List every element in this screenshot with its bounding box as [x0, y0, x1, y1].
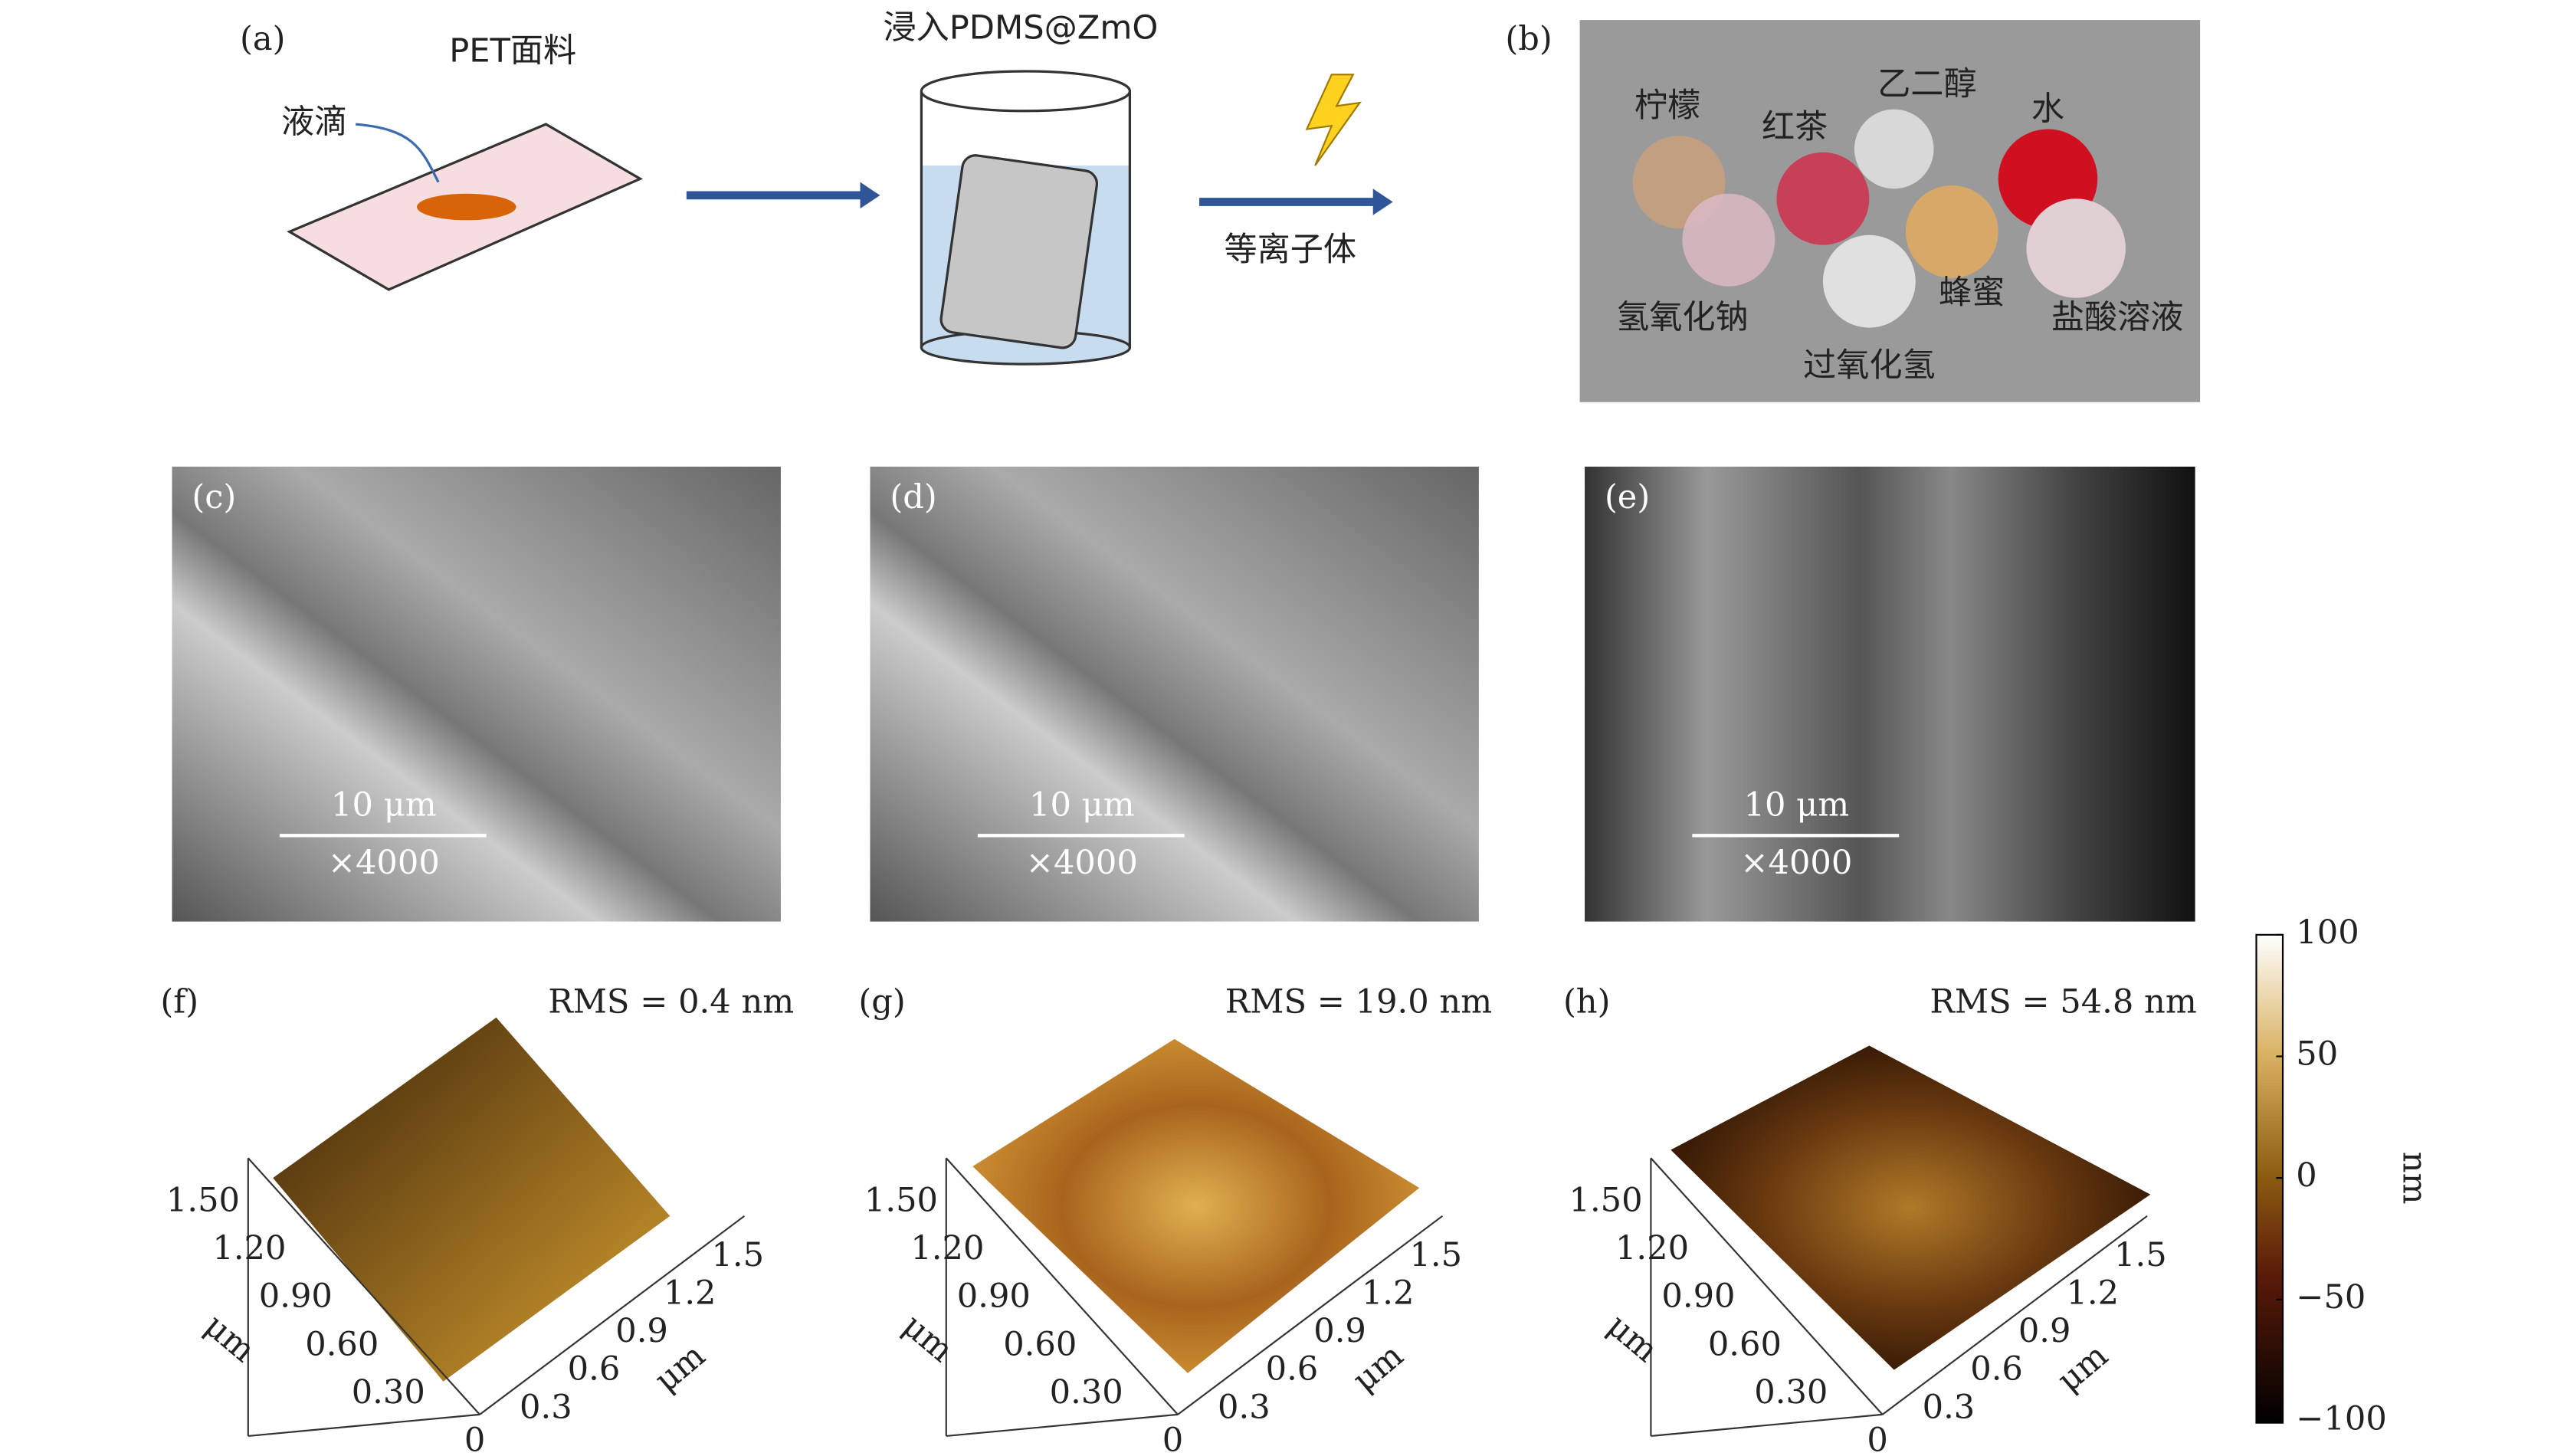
- x-tick-label: 1.5: [1409, 1236, 1462, 1274]
- liquid-label: 水: [2031, 90, 2064, 128]
- panel-label: (c): [192, 478, 236, 516]
- liquid-label: 乙二醇: [1877, 65, 1976, 103]
- afm-surface: [1671, 1045, 2151, 1370]
- label: PET面料: [449, 32, 576, 71]
- beaker-rim: [920, 70, 1132, 113]
- x-tick-label: 0.9: [2018, 1312, 2071, 1350]
- y-tick-label: 0.60: [305, 1325, 379, 1363]
- x-tick-label: 0.6: [1266, 1350, 1319, 1389]
- rms: RMS = 0.4 nm: [548, 983, 794, 1021]
- y-tick-label: 1.50: [1569, 1182, 1643, 1220]
- x-tick-label: 0.6: [568, 1350, 621, 1389]
- axis: [248, 1157, 480, 1415]
- droplet-pointer: [355, 123, 440, 183]
- axis: [1650, 1157, 1884, 1415]
- colorbar-tick-label: −50: [2296, 1278, 2366, 1317]
- colorbar-tick-label: 0: [2296, 1156, 2316, 1195]
- x-tick-label: 0.9: [1313, 1312, 1366, 1350]
- scale-label: 10 μm: [1029, 786, 1135, 825]
- x-tick-label: 0.9: [615, 1312, 668, 1350]
- x-tick-label: 0.3: [1923, 1388, 1975, 1426]
- afm-surface: [273, 1017, 671, 1382]
- y-tick-label: 0.30: [1050, 1373, 1123, 1412]
- arrow-head: [860, 182, 880, 209]
- y-tick-label: 0.90: [1661, 1277, 1735, 1316]
- panel-label: (g): [858, 983, 905, 1021]
- y-tick-label: 0.60: [1708, 1325, 1782, 1363]
- liquid-droplets: [1632, 109, 2126, 328]
- rms: RMS = 19.0 nm: [1225, 983, 1492, 1021]
- y-tick-label: 1.50: [864, 1182, 938, 1220]
- colorbar-tick-label: −100: [2296, 1399, 2387, 1438]
- axis-unit: μm: [1600, 1307, 1665, 1370]
- scale-label: 10 μm: [1744, 786, 1850, 825]
- droplet: [416, 193, 516, 221]
- plasma-icon: [1305, 74, 1362, 166]
- label: 浸入PDMS@ZmO: [883, 9, 1158, 48]
- y-tick-label: 0.30: [1754, 1373, 1828, 1412]
- y-tick-label: 0.30: [352, 1373, 425, 1412]
- y-tick-label: 1.20: [910, 1229, 984, 1267]
- colorbar-tick-label: 100: [2296, 913, 2359, 952]
- x-tick-label: 0.3: [520, 1388, 572, 1426]
- axis: [1881, 1215, 2148, 1415]
- panel-label: (h): [1563, 983, 1610, 1021]
- immersed-fabric: [939, 154, 1099, 349]
- panel-label: (f): [160, 983, 198, 1021]
- magnification: ×4000: [1026, 844, 1138, 882]
- liquid-label: 蜂蜜: [1939, 274, 2005, 312]
- magnification: ×4000: [1740, 844, 1852, 882]
- axis: [945, 1157, 1179, 1415]
- y-tick-label: 0.90: [259, 1277, 333, 1316]
- x-tick-label: 1.2: [664, 1274, 716, 1312]
- liquid-label: 过氧化氢: [1803, 346, 1936, 385]
- x-tick-label: 1.5: [711, 1236, 764, 1274]
- axis-unit: μm: [895, 1307, 960, 1370]
- sem-image: [1585, 466, 2195, 922]
- x-tick-label: 0.3: [1218, 1388, 1271, 1426]
- liquid-label: 盐酸溶液: [2051, 298, 2184, 336]
- x-tick-label: 1.5: [2114, 1236, 2167, 1274]
- y-tick-label: 0.90: [957, 1277, 1031, 1316]
- axis: [946, 1413, 1179, 1438]
- colorbar-tick-label: 50: [2296, 1035, 2338, 1074]
- afm-surface: [972, 1038, 1420, 1373]
- origin-label: 0: [1867, 1422, 1887, 1456]
- axis: [1177, 1215, 1444, 1415]
- axis: [1651, 1413, 1883, 1438]
- magnification: ×4000: [328, 844, 440, 882]
- sem-image: [870, 466, 1479, 922]
- colorbar-unit: nm: [2395, 1152, 2433, 1205]
- panel-label: (d): [890, 478, 936, 516]
- arrow-head: [1372, 189, 1393, 215]
- x-tick-label: 0.6: [1970, 1350, 2023, 1389]
- liquid-label: 氢氧化钠: [1616, 298, 1749, 336]
- sem-image: [172, 466, 781, 922]
- panel-label: (e): [1605, 478, 1650, 516]
- x-tick-label: 1.2: [1362, 1274, 1415, 1312]
- axis-unit: μm: [197, 1307, 262, 1370]
- label: 等离子体: [1224, 231, 1356, 269]
- origin-label: 0: [464, 1422, 485, 1456]
- label: 液滴: [281, 103, 347, 142]
- colorbar: [2255, 933, 2284, 1424]
- y-tick-label: 1.20: [1615, 1229, 1689, 1267]
- liquid-label: 红茶: [1762, 108, 1828, 146]
- x-tick-label: 1.2: [2066, 1274, 2119, 1312]
- panel-label: (b): [1505, 20, 1552, 58]
- origin-label: 0: [1162, 1422, 1183, 1456]
- scale-label: 10 μm: [331, 786, 437, 825]
- y-tick-label: 1.50: [166, 1182, 240, 1220]
- liquid-label: 柠檬: [1634, 87, 1700, 125]
- y-tick-label: 1.20: [212, 1229, 286, 1267]
- y-tick-label: 0.60: [1003, 1325, 1077, 1363]
- axis: [479, 1215, 746, 1415]
- rms: RMS = 54.8 nm: [1930, 983, 2196, 1021]
- panel-label: (a): [240, 20, 285, 58]
- axis: [248, 1413, 480, 1438]
